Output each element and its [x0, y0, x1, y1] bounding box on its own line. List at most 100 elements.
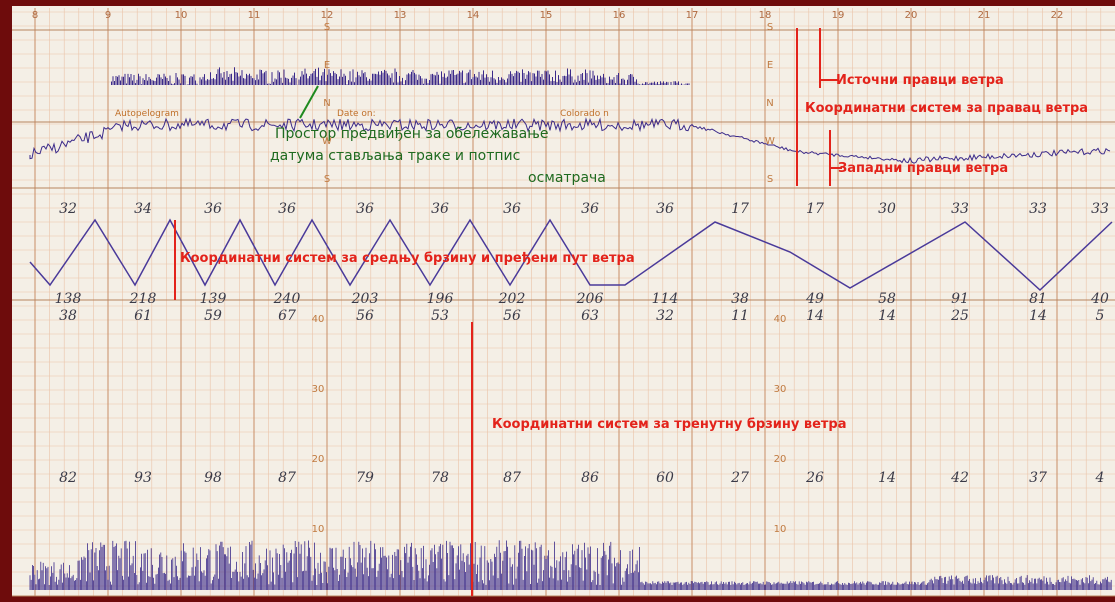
handwritten-value: 38: [59, 308, 77, 324]
hour-label: 9: [105, 10, 111, 21]
hour-label: 10: [175, 10, 188, 21]
speed-scale-label: 20: [312, 454, 325, 465]
handwritten-value: 32: [656, 308, 674, 324]
handwritten-value: 17: [806, 201, 824, 217]
handwritten-value: 59: [204, 308, 222, 324]
handwritten-value: 33: [1091, 201, 1109, 217]
handwritten-value: 60: [656, 470, 674, 486]
handwritten-value: 206: [576, 291, 604, 307]
handwritten-value: 203: [351, 291, 379, 307]
compass-label: N: [766, 98, 773, 109]
handwritten-value: 114: [652, 291, 679, 307]
form-label: Autopelogram: [115, 109, 179, 119]
annotation: Координатни систем за тренутну брзину ве…: [492, 417, 847, 432]
handwritten-value: 27: [730, 470, 749, 486]
compass-label: S: [767, 174, 773, 185]
hour-label: 17: [686, 10, 699, 21]
handwritten-value: 40: [1090, 291, 1109, 307]
handwritten-value: 36: [656, 201, 674, 217]
handwritten-value: 87: [278, 470, 296, 486]
handwritten-value: 53: [431, 308, 449, 324]
form-label: Date on:: [337, 109, 376, 119]
handwritten-value: 49: [805, 291, 824, 307]
hour-label: 11: [248, 10, 261, 21]
hour-label: 8: [32, 10, 38, 21]
handwritten-value: 17: [731, 201, 749, 217]
handwritten-value: 14: [806, 308, 824, 324]
anemogram-photo: Autopelogram Date on: Colorado n Источни…: [0, 0, 1115, 602]
speed-scale-label: 20: [774, 454, 787, 465]
observer-note: Простор предвиђен за обележавање: [275, 126, 548, 142]
handwritten-value: 36: [431, 201, 449, 217]
hour-label: 16: [613, 10, 626, 21]
handwritten-value: 91: [951, 291, 969, 307]
hour-label: 21: [978, 10, 991, 21]
compass-label: E: [767, 60, 773, 71]
handwritten-value: 42: [950, 470, 969, 486]
handwritten-value: 61: [134, 308, 152, 324]
compass-label: E: [324, 60, 330, 71]
handwritten-value: 139: [200, 291, 227, 307]
compass-label: S: [324, 22, 330, 33]
hour-label: 14: [467, 10, 480, 21]
handwritten-value: 37: [1029, 470, 1047, 486]
handwritten-value: 78: [431, 470, 449, 486]
handwritten-value: 4: [1095, 470, 1105, 486]
handwritten-value: 58: [878, 291, 896, 307]
speed-scale-label: 10: [774, 524, 787, 535]
handwritten-value: 36: [581, 201, 599, 217]
handwritten-value: 240: [273, 291, 301, 307]
handwritten-value: 26: [805, 470, 824, 486]
handwritten-value: 87: [503, 470, 521, 486]
handwritten-value: 36: [503, 201, 521, 217]
handwritten-value: 218: [129, 291, 157, 307]
speed-scale-label: 30: [774, 384, 787, 395]
handwritten-value: 86: [581, 470, 599, 486]
handwritten-value: 30: [878, 201, 896, 217]
handwritten-value: 14: [878, 470, 896, 486]
handwritten-value: 56: [356, 308, 374, 324]
hour-label: 15: [540, 10, 553, 21]
handwritten-value: 56: [503, 308, 521, 324]
handwritten-value: 93: [134, 470, 152, 486]
handwritten-value: 14: [878, 308, 896, 324]
hour-label: 19: [832, 10, 845, 21]
handwritten-value: 11: [731, 308, 749, 324]
handwritten-value: 202: [498, 291, 526, 307]
speed-scale-label: 40: [312, 314, 325, 325]
handwritten-value: 81: [1029, 291, 1047, 307]
handwritten-value: 25: [950, 308, 969, 324]
handwritten-value: 33: [951, 201, 969, 217]
handwritten-value: 82: [59, 470, 77, 486]
compass-label: W: [765, 136, 775, 147]
handwritten-value: 79: [356, 470, 374, 486]
handwritten-value: 36: [356, 201, 374, 217]
handwritten-value: 33: [1029, 201, 1047, 217]
handwritten-value: 5: [1096, 308, 1105, 324]
observer-note: осматрача: [528, 170, 606, 186]
hour-label: 13: [394, 10, 407, 21]
handwritten-value: 38: [731, 291, 749, 307]
form-label: Colorado n: [560, 109, 609, 119]
paper: [12, 6, 1115, 596]
handwritten-value: 138: [55, 291, 82, 307]
compass-label: S: [324, 174, 330, 185]
compass-label: S: [767, 22, 773, 33]
observer-note: датума стављања траке и потпис: [270, 148, 520, 164]
handwritten-value: 34: [134, 201, 152, 217]
handwritten-value: 63: [581, 308, 599, 324]
handwritten-value: 32: [59, 201, 77, 217]
hour-label: 18: [759, 10, 772, 21]
hour-label: 12: [321, 10, 334, 21]
handwritten-value: 36: [204, 201, 222, 217]
annotation: Координатни систем за средњу брзину и пр…: [180, 251, 635, 266]
compass-label: W: [322, 136, 332, 147]
compass-label: N: [323, 98, 330, 109]
speed-scale-label: 40: [774, 314, 787, 325]
handwritten-value: 196: [427, 291, 454, 307]
hour-label: 22: [1051, 10, 1064, 21]
speed-scale-label: 30: [312, 384, 325, 395]
handwritten-value: 14: [1029, 308, 1047, 324]
annotation: Западни правци ветра: [838, 161, 1008, 176]
handwritten-value: 67: [278, 308, 296, 324]
